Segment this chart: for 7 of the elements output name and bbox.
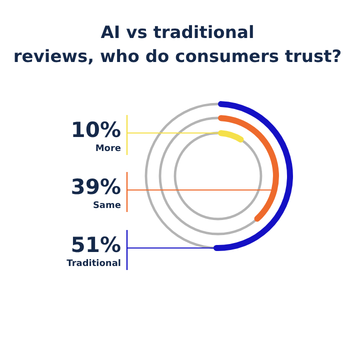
text: AI vs traditional reviews, who do consumers trust? [13,23,342,67]
category-label: Traditional [66,259,121,269]
data-label: 39% [70,175,121,199]
category-label: Same [92,201,121,211]
category-label: More [95,144,121,154]
data-label: 10% [70,118,121,142]
data-label: 51% [70,233,121,257]
